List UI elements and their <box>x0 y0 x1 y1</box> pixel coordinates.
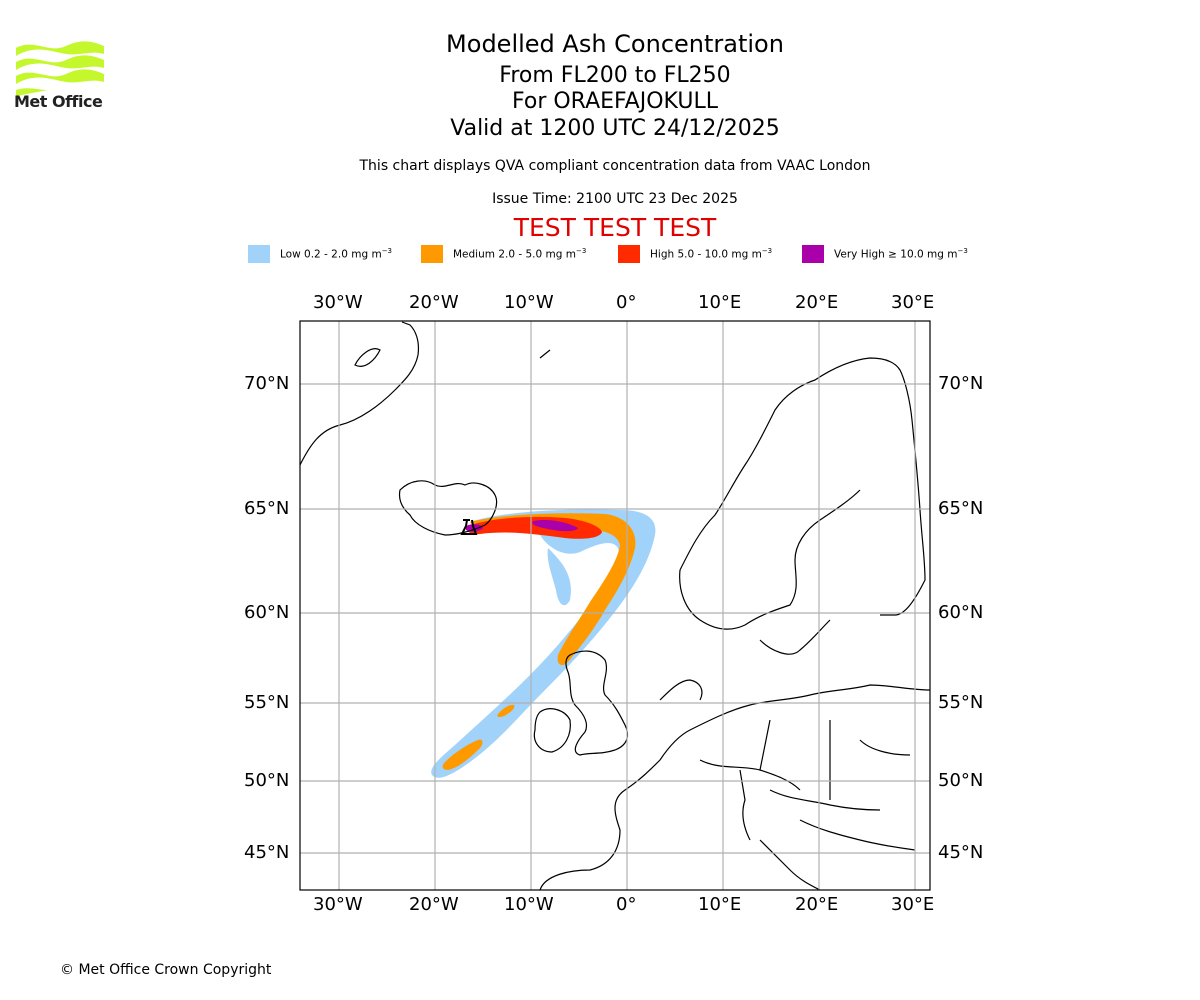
lon-tick-bottom: 30°W <box>313 894 363 915</box>
lon-tick-top: 30°W <box>313 292 363 313</box>
map-frame <box>299 320 931 891</box>
lat-tick-left: 55°N <box>244 692 290 713</box>
lon-tick-top: 0° <box>616 292 637 313</box>
lon-tick-bottom: 30°E <box>891 894 935 915</box>
ash-medium-region <box>442 513 636 770</box>
lat-tick-right: 65°N <box>938 498 984 519</box>
lon-tick-top: 20°E <box>795 292 839 313</box>
lon-tick-bottom: 0° <box>616 894 637 915</box>
lon-tick-bottom: 20°E <box>795 894 839 915</box>
met-office-logo <box>16 41 104 96</box>
lat-tick-right: 60°N <box>938 602 984 623</box>
flight-levels: From FL200 to FL250 <box>499 63 731 88</box>
lon-tick-bottom: 20°W <box>409 894 459 915</box>
legend-label-very-high: Very High ≥ 10.0 mg m−3 <box>834 247 968 261</box>
ash-high-region <box>466 516 602 539</box>
copyright-notice: © Met Office Crown Copyright <box>60 962 272 978</box>
legend-swatch-high <box>618 245 640 263</box>
lat-tick-left: 65°N <box>244 498 290 519</box>
test-banner: TEST TEST TEST <box>513 213 717 242</box>
lat-tick-left: 45°N <box>244 842 290 863</box>
lat-tick-right: 70°N <box>938 373 984 394</box>
lat-tick-left: 60°N <box>244 602 290 623</box>
volcano-name: For ORAEFAJOKULL <box>512 89 718 114</box>
lat-tick-left: 70°N <box>244 373 290 394</box>
legend-swatch-medium <box>421 245 443 263</box>
met-office-logo-text: Met Office <box>14 92 103 111</box>
lon-tick-top: 10°W <box>504 292 554 313</box>
legend-item-medium: Medium 2.0 - 5.0 mg m−3 <box>421 244 586 264</box>
legend-item-high: High 5.0 - 10.0 mg m−3 <box>618 244 772 264</box>
lon-tick-bottom: 10°W <box>504 894 554 915</box>
lon-tick-bottom: 10°E <box>698 894 742 915</box>
legend-item-very-high: Very High ≥ 10.0 mg m−3 <box>802 244 968 264</box>
legend-swatch-low <box>248 245 270 263</box>
legend-swatch-very-high <box>802 245 824 263</box>
graticule <box>300 321 930 890</box>
lon-tick-top: 20°W <box>409 292 459 313</box>
coastlines <box>300 321 930 890</box>
chart-subtitle: This chart displays QVA compliant concen… <box>359 158 871 174</box>
volcano-icon <box>460 519 478 535</box>
legend-label-high: High 5.0 - 10.0 mg m−3 <box>650 247 773 261</box>
issue-time: Issue Time: 2100 UTC 23 Dec 2025 <box>492 191 738 207</box>
legend-label-low: Low 0.2 - 2.0 mg m−3 <box>280 247 393 261</box>
valid-time: Valid at 1200 UTC 24/12/2025 <box>450 116 780 141</box>
legend-item-low: Low 0.2 - 2.0 mg m−3 <box>248 244 392 264</box>
lat-tick-right: 50°N <box>938 770 984 791</box>
lat-tick-right: 55°N <box>938 692 984 713</box>
lon-tick-top: 10°E <box>698 292 742 313</box>
lon-tick-top: 30°E <box>891 292 935 313</box>
lat-tick-left: 50°N <box>244 770 290 791</box>
chart-title: Modelled Ash Concentration <box>446 30 784 58</box>
lat-tick-right: 45°N <box>938 842 984 863</box>
legend-label-medium: Medium 2.0 - 5.0 mg m−3 <box>453 247 587 261</box>
